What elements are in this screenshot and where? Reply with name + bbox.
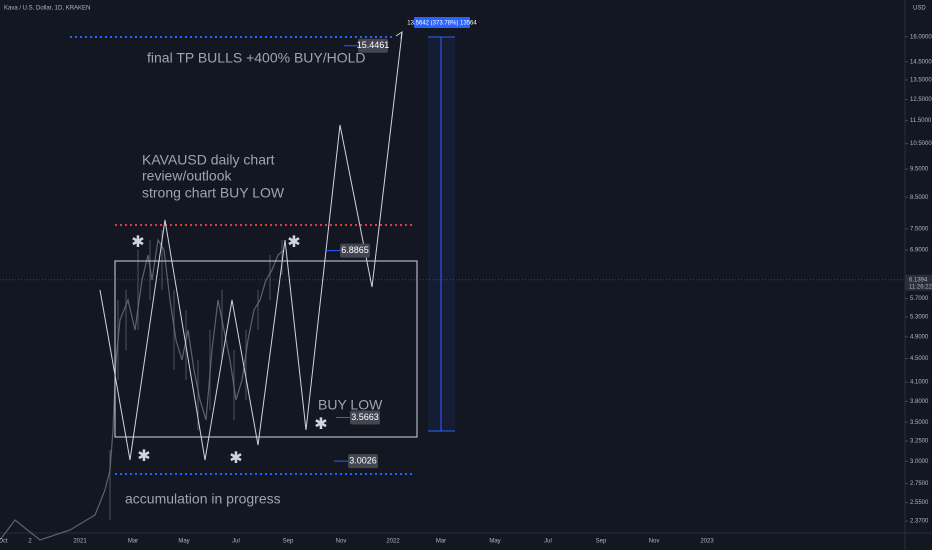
- x-tick-label: Sep: [596, 539, 607, 545]
- tag-box: [358, 38, 388, 53]
- tag-box: [350, 410, 380, 425]
- x-tick-label: 2022: [386, 539, 400, 545]
- svg-text:✱: ✱: [229, 450, 242, 467]
- y-tick-label: 13.5000: [910, 77, 932, 83]
- arrow-head: [395, 30, 403, 40]
- tag-label: 3.5663: [351, 412, 379, 422]
- last-price-label: 6.1394: [909, 277, 928, 283]
- x-tick-label: Oct: [0, 539, 8, 545]
- star-marks: ✱ ✱ ✱ ✱ ✱: [131, 234, 327, 467]
- y-tick-label: 4.5000: [910, 356, 929, 362]
- svg-text:✱: ✱: [137, 448, 150, 465]
- x-tick-label: Mar: [436, 539, 446, 545]
- x-tick-label: Nov: [649, 539, 660, 545]
- tag-label: 15.4461: [357, 40, 390, 50]
- annotation: strong chart BUY LOW: [142, 185, 285, 201]
- currency: USD: [913, 6, 926, 12]
- last-price-box: [905, 274, 932, 291]
- annotation: KAVAUSD daily chart: [142, 152, 275, 168]
- annotation: BUY LOW: [318, 397, 383, 413]
- measure-label: 13.5642 (373.78%) 13564: [407, 21, 477, 27]
- y-tick-label: 5.7000: [910, 296, 929, 302]
- y-tick-label: 6.9000: [910, 248, 929, 254]
- tag-box: [340, 243, 370, 258]
- y-tick-label: 4.9000: [910, 334, 929, 340]
- x-tick-label: Jul: [232, 539, 240, 545]
- y-tick-label: 8.5000: [910, 195, 929, 201]
- y-tick-label: 2.5500: [910, 500, 929, 506]
- y-tick-label: 9.5000: [910, 167, 929, 173]
- x-tick-label: May: [178, 539, 189, 545]
- tag-box: [348, 454, 378, 469]
- chart-title: Kava / U.S. Dollar, 1D, KRAKEN: [4, 6, 90, 12]
- x-tick-label: 2021: [73, 539, 87, 545]
- y-tick-label: 16.0000: [910, 34, 932, 40]
- svg-text:✱: ✱: [131, 234, 144, 251]
- svg-text:✱: ✱: [287, 234, 300, 251]
- x-tick-label: Mar: [128, 539, 138, 545]
- x-tick-label: Nov: [336, 539, 347, 545]
- range-box: [114, 260, 418, 438]
- tag-label: 3.0026: [349, 455, 377, 465]
- y-tick-label: 5.3000: [910, 315, 929, 321]
- y-tick-label: 3.2500: [910, 439, 929, 445]
- x-tick-label: May: [489, 539, 500, 545]
- y-tick-label: 3.0000: [910, 459, 929, 465]
- y-tick-label: 12.5000: [910, 97, 932, 103]
- y-tick-label: 3.5000: [910, 420, 929, 426]
- candle-wicks: [109, 230, 283, 520]
- annotation: review/outlook: [142, 168, 232, 184]
- y-tick-label: 2.3700: [910, 519, 929, 525]
- y-tick-label: 2.7500: [910, 481, 929, 487]
- x-tick-label: Sep: [283, 539, 294, 545]
- measure-label-box: [414, 17, 470, 28]
- x-tick-label: 2: [28, 539, 32, 545]
- y-tick-label: 7.5000: [910, 227, 929, 233]
- y-tick-label: 4.1000: [910, 380, 929, 386]
- svg-text:✱: ✱: [314, 416, 327, 433]
- annotation: accumulation in progress: [125, 491, 281, 507]
- y-tick-label: 14.5000: [910, 59, 932, 65]
- y-tick-label: 10.5000: [910, 141, 932, 147]
- x-tick-label: Jul: [544, 539, 552, 545]
- annotation: final TP BULLS +400% BUY/HOLD: [147, 50, 366, 66]
- zigzag: [99, 32, 403, 461]
- y-tick-label: 11.5000: [910, 118, 932, 124]
- x-tick-label: 2023: [700, 539, 714, 545]
- tag-label: 6.8865: [341, 245, 369, 255]
- countdown: 11:26:22: [909, 284, 932, 290]
- y-tick-label: 3.8000: [910, 399, 929, 405]
